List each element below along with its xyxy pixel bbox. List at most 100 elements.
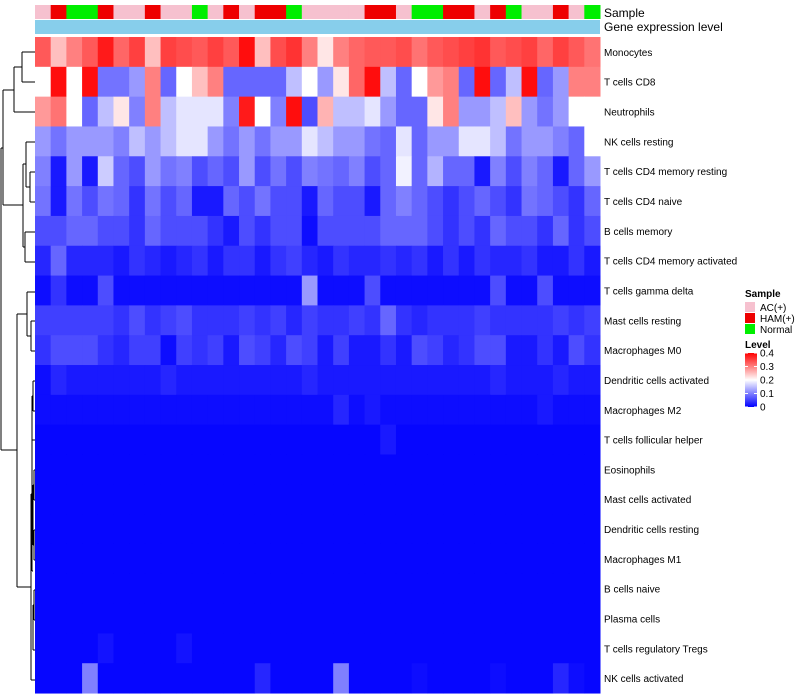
heatmap-cell xyxy=(458,156,475,187)
heatmap-cell xyxy=(97,573,114,605)
heatmap-cell xyxy=(364,484,381,515)
heatmap-cell xyxy=(521,365,538,396)
heatmap-cell xyxy=(286,573,303,605)
heatmap-cell xyxy=(160,633,177,664)
heatmap-cell xyxy=(458,365,475,396)
heatmap-cell xyxy=(239,126,256,157)
heatmap-cell xyxy=(254,633,271,664)
sample-annotation-cell xyxy=(521,5,538,19)
heatmap-cell xyxy=(239,96,256,127)
heatmap-cell xyxy=(270,514,287,545)
heatmap-cell xyxy=(427,394,444,426)
heatmap-cell xyxy=(270,126,287,157)
heatmap-cell xyxy=(458,126,475,157)
heatmap-cell xyxy=(144,37,162,68)
heatmap-cell xyxy=(317,156,334,187)
heatmap-cell xyxy=(521,245,538,277)
heatmap-cell xyxy=(160,126,177,157)
heatmap-cell xyxy=(50,275,67,306)
heatmap-cell xyxy=(160,394,177,426)
heatmap-cell xyxy=(474,543,491,575)
heatmap-cell xyxy=(505,365,523,396)
heatmap-cell xyxy=(474,424,491,455)
heatmap-cell xyxy=(301,603,318,634)
heatmap-cell xyxy=(427,365,444,396)
heatmap-cell xyxy=(191,335,209,366)
heatmap-cell xyxy=(144,573,162,605)
sample-legend-entries: AC(+)HAM(+)Normal xyxy=(745,302,795,336)
heatmap-cell xyxy=(50,156,67,187)
heatmap-cell xyxy=(223,126,240,157)
heatmap-cell xyxy=(129,573,146,605)
heatmap-cell xyxy=(286,305,303,336)
heatmap-cell xyxy=(270,215,287,247)
heatmap-cell xyxy=(207,663,224,694)
heatmap-cell xyxy=(223,394,240,426)
heatmap-cell xyxy=(207,484,224,515)
sample-annotation-cell xyxy=(395,5,413,19)
heatmap-cell xyxy=(505,37,523,68)
sample-annotation-cell xyxy=(270,5,287,19)
heatmap-cell xyxy=(333,275,350,306)
heatmap-cell xyxy=(286,454,303,485)
heatmap-cell xyxy=(427,424,444,455)
heatmap-cell xyxy=(490,663,507,694)
heatmap-cell xyxy=(537,275,554,306)
heatmap-cell xyxy=(144,514,162,545)
heatmap-cell xyxy=(348,394,366,426)
heatmap-cell xyxy=(537,484,554,515)
heatmap-cell xyxy=(411,66,428,98)
heatmap-cell xyxy=(490,37,507,68)
heatmap-cell xyxy=(191,275,209,306)
heatmap-cell xyxy=(113,394,130,426)
heatmap-cell xyxy=(129,394,146,426)
heatmap-cell xyxy=(505,126,523,157)
heatmap-cell xyxy=(191,186,209,217)
heatmap-cell xyxy=(364,573,381,605)
heatmap-cell xyxy=(50,394,67,426)
heatmap-cell xyxy=(286,156,303,187)
heatmap-cell xyxy=(443,186,460,217)
heatmap-cell xyxy=(160,663,177,694)
heatmap-cell xyxy=(129,454,146,485)
heatmap-cell xyxy=(239,573,256,605)
heatmap-cell xyxy=(66,603,83,634)
level-tick-label: 0.3 xyxy=(760,362,774,373)
heatmap-cell xyxy=(348,454,366,485)
heatmap-cell xyxy=(160,543,177,575)
heatmap-cell xyxy=(552,335,570,366)
heatmap-cell xyxy=(191,543,209,575)
sample-annotation-cell xyxy=(50,5,67,19)
heatmap-cell xyxy=(443,245,460,277)
heatmap-cell xyxy=(160,305,177,336)
sample-annotation-cell xyxy=(129,5,146,19)
heatmap-cell xyxy=(458,603,475,634)
row-dendrogram xyxy=(0,51,35,681)
heatmap-cell xyxy=(552,245,570,277)
heatmap-cell xyxy=(160,215,177,247)
heatmap-cell xyxy=(395,126,413,157)
sample-annotation-cell xyxy=(82,5,99,19)
heatmap-cell xyxy=(552,514,570,545)
heatmap-cell xyxy=(254,96,271,127)
heatmap-cell xyxy=(505,454,523,485)
heatmap-cell xyxy=(254,514,271,545)
heatmap-cell xyxy=(490,484,507,515)
row-label: T cells follicular helper xyxy=(604,436,703,447)
heatmap-cell xyxy=(474,96,491,127)
heatmap-cell xyxy=(301,215,318,247)
heatmap-cell xyxy=(82,275,99,306)
heatmap-cell xyxy=(521,335,538,366)
heatmap-cell xyxy=(239,215,256,247)
heatmap-cell xyxy=(50,573,67,605)
heatmap-cell xyxy=(160,96,177,127)
heatmap-cell xyxy=(301,633,318,664)
heatmap-cell xyxy=(474,484,491,515)
heatmap-cell xyxy=(427,514,444,545)
legend-swatch xyxy=(745,324,755,334)
heatmap-cell xyxy=(474,514,491,545)
heatmap-cell xyxy=(568,305,585,336)
heatmap-cell xyxy=(443,394,460,426)
heatmap-cell xyxy=(191,215,209,247)
heatmap-cell xyxy=(286,633,303,664)
